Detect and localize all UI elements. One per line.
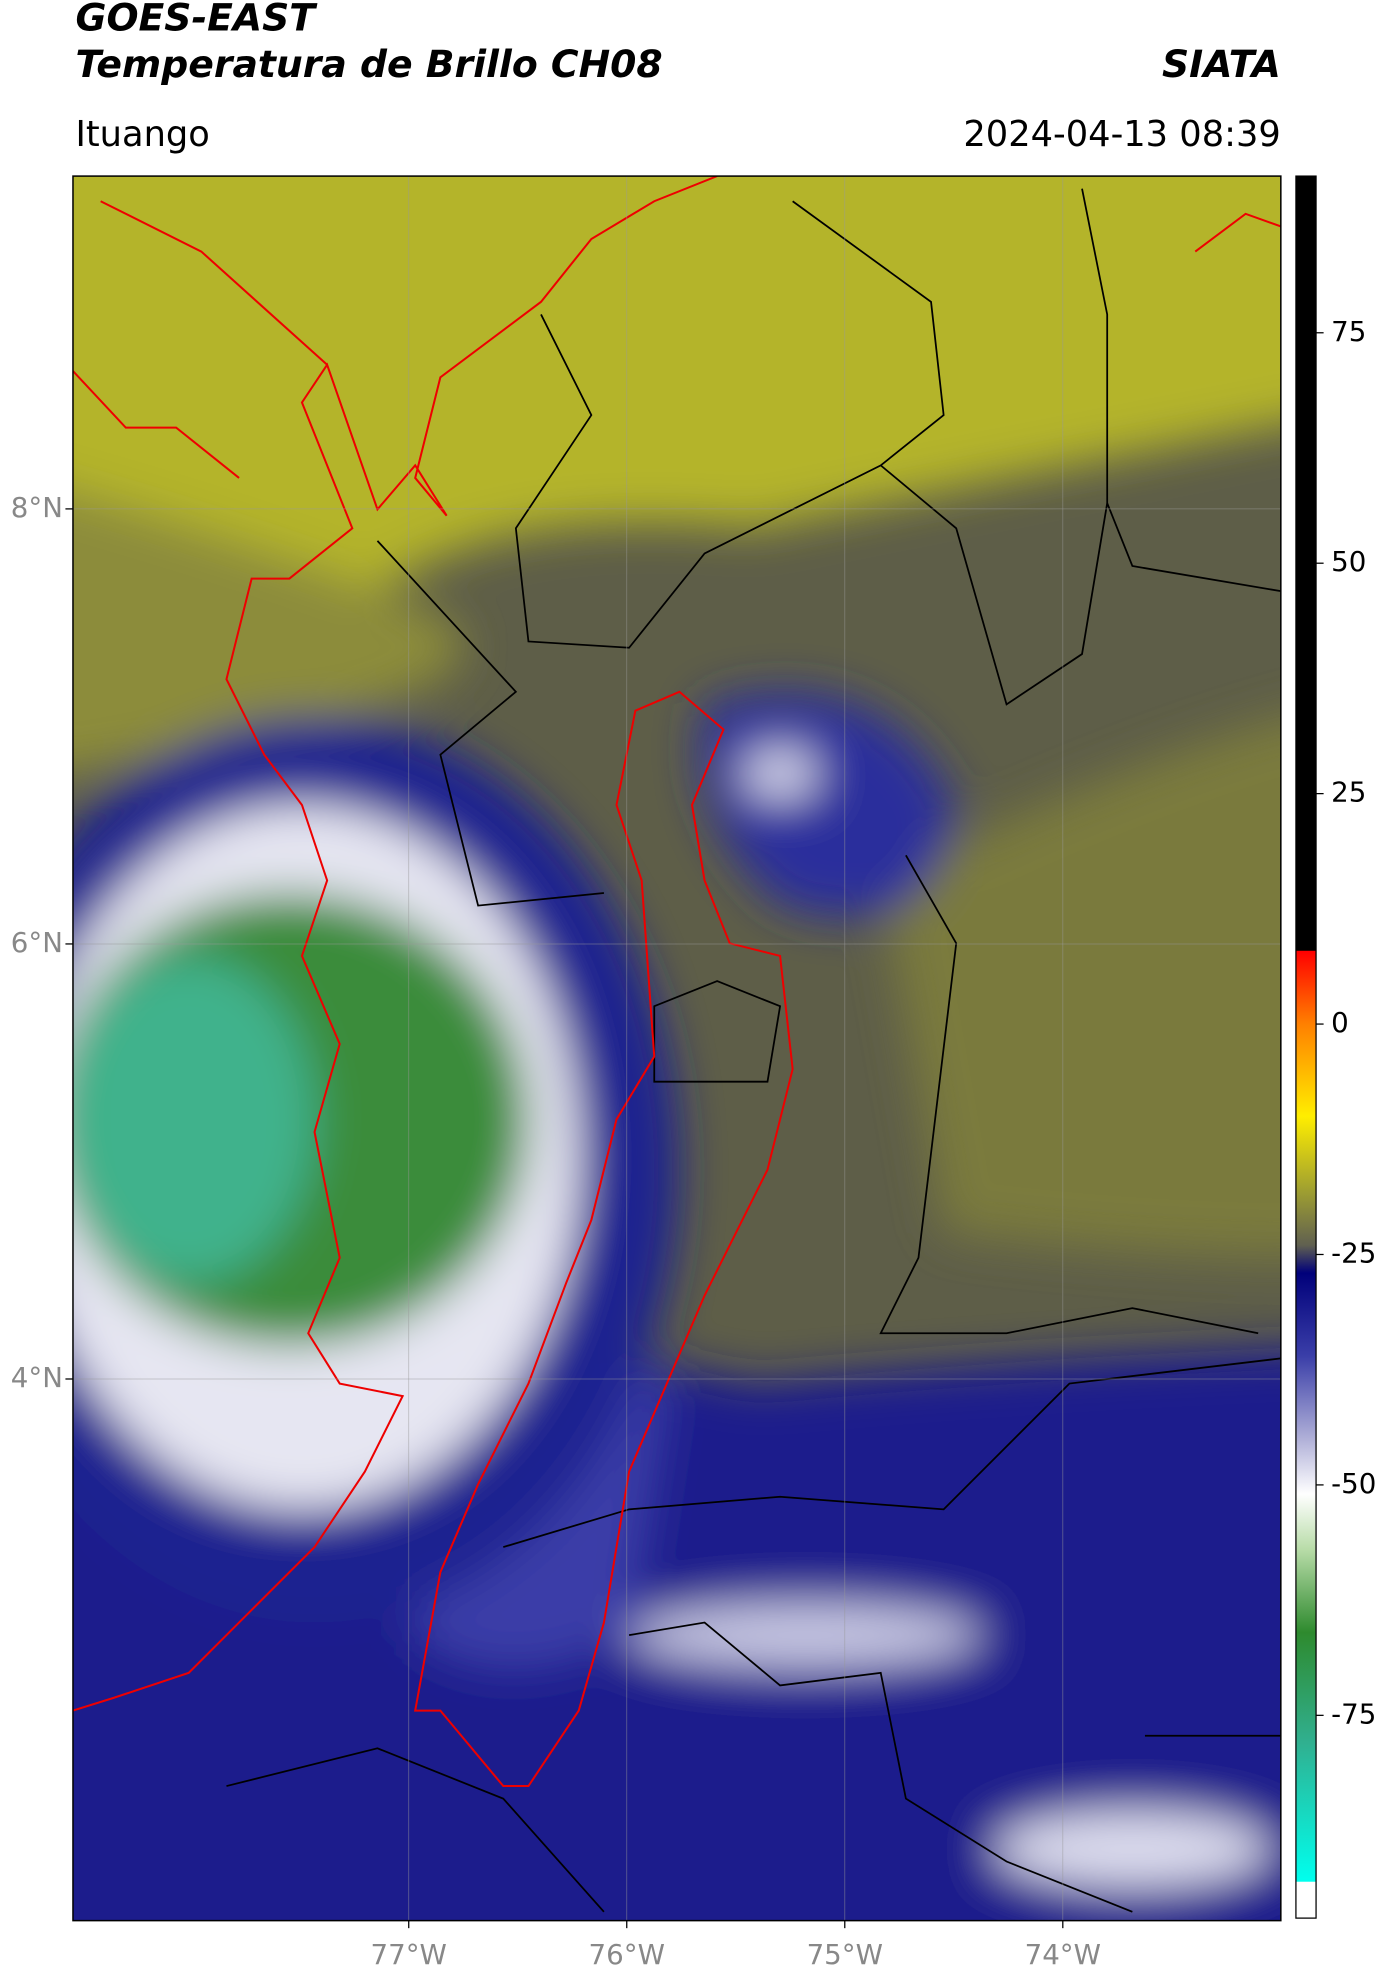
x-tick-label: 76°W (589, 1938, 665, 1971)
title: GOES-EAST (75, 0, 318, 40)
colorbar (1295, 175, 1317, 1919)
map-frame (72, 175, 1282, 1922)
datetime: 2024-04-13 08:39 (963, 114, 1280, 155)
y-tick-label: 6°N (11, 926, 63, 959)
colorbar-tick-label: -50 (1331, 1467, 1376, 1500)
location: Ituango (75, 114, 209, 155)
colorbar-tick-label: 0 (1331, 1006, 1349, 1039)
y-tick-label: 4°N (11, 1361, 63, 1394)
y-tick-label: 8°N (11, 491, 63, 524)
satellite-image (72, 176, 1281, 1921)
x-tick-label: 77°W (371, 1938, 447, 1971)
colorbar-tick-label: -75 (1331, 1697, 1376, 1730)
subtitle: Temperatura de Brillo CH08 (75, 42, 662, 86)
x-tick-label: 74°W (1025, 1938, 1101, 1971)
x-tick-label: 75°W (807, 1938, 883, 1971)
colorbar-tick-label: -25 (1331, 1236, 1376, 1269)
colorbar-tick-label: 25 (1331, 776, 1366, 809)
colorbar-tick-label: 50 (1331, 545, 1366, 578)
colorbar-tick-label: 75 (1331, 315, 1366, 348)
agency: SIATA (1162, 42, 1281, 86)
